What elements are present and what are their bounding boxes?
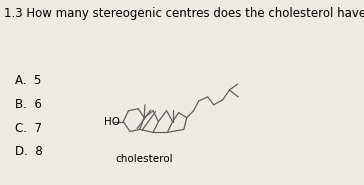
Text: B.  6: B. 6 [15, 98, 42, 111]
Text: 1.3 How many stereogenic centres does the cholesterol have?: 1.3 How many stereogenic centres does th… [4, 7, 364, 20]
Text: D.  8: D. 8 [15, 145, 43, 158]
Text: cholesterol: cholesterol [116, 154, 173, 164]
Text: HO: HO [104, 117, 120, 127]
Text: A.  5: A. 5 [15, 74, 41, 87]
Text: C.  7: C. 7 [15, 122, 42, 135]
